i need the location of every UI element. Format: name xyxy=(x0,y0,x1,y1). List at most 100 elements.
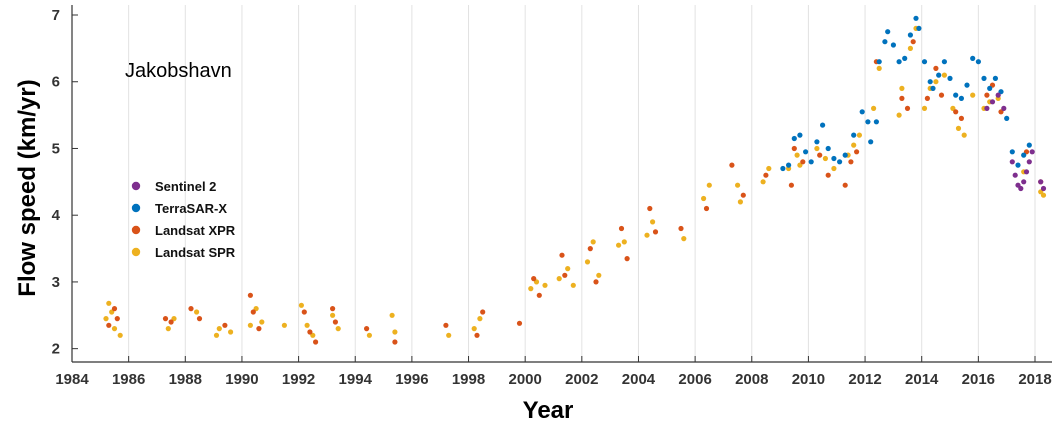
data-point xyxy=(570,282,576,288)
data-point xyxy=(565,266,571,272)
data-point xyxy=(332,319,338,325)
data-point xyxy=(989,99,996,105)
data-point xyxy=(1040,185,1047,192)
data-point xyxy=(995,92,1001,98)
data-point xyxy=(304,322,310,328)
data-point xyxy=(106,322,112,328)
data-point xyxy=(848,159,854,165)
data-point xyxy=(1012,172,1018,178)
data-point xyxy=(392,329,398,335)
data-point xyxy=(366,332,372,338)
data-point xyxy=(814,139,820,145)
x-tick-label: 1990 xyxy=(225,371,258,388)
data-point xyxy=(938,92,945,98)
x-tick-label: 2004 xyxy=(622,371,656,388)
data-point xyxy=(797,132,803,138)
data-point xyxy=(984,105,990,111)
data-point xyxy=(247,292,253,298)
data-point xyxy=(117,332,123,338)
data-point xyxy=(933,65,939,71)
data-point xyxy=(921,59,928,65)
data-point xyxy=(766,165,772,172)
tick-labels: 1984 1986 1988 1990 1992 1994 1996 1998 2000 2002… xyxy=(52,7,1052,388)
data-point xyxy=(930,85,936,91)
data-point xyxy=(941,59,948,65)
data-point xyxy=(256,326,262,332)
y-tick-label: 2 xyxy=(52,341,60,358)
x-tick-label: 1998 xyxy=(452,371,485,388)
data-point xyxy=(921,105,928,111)
x-tick-label: 1996 xyxy=(395,371,428,388)
data-point xyxy=(851,132,857,138)
data-point xyxy=(1026,142,1032,148)
data-point xyxy=(984,92,990,98)
data-point xyxy=(865,119,871,125)
data-point xyxy=(213,332,220,338)
data-point xyxy=(313,339,319,345)
data-point xyxy=(941,72,948,78)
data-point xyxy=(737,199,744,205)
legend-label: Sentinel 2 xyxy=(155,179,216,194)
x-tick-label: 1992 xyxy=(282,371,315,388)
data-point xyxy=(111,326,118,332)
data-point xyxy=(791,135,797,142)
data-point xyxy=(188,306,194,312)
data-point xyxy=(953,92,959,98)
data-point xyxy=(103,316,109,322)
data-point xyxy=(678,225,684,232)
data-point xyxy=(171,316,177,322)
data-point xyxy=(975,59,982,65)
data-point xyxy=(842,182,848,188)
data-point xyxy=(474,332,480,338)
data-point xyxy=(927,79,933,85)
data-point xyxy=(876,65,882,71)
data-point xyxy=(114,316,120,322)
data-point xyxy=(471,326,477,332)
data-point xyxy=(896,112,902,118)
y-tick-label: 3 xyxy=(52,274,60,291)
data-point xyxy=(822,155,829,162)
data-point xyxy=(584,259,591,265)
data-point xyxy=(443,322,449,328)
data-point xyxy=(701,195,707,202)
data-point xyxy=(364,326,370,332)
data-point xyxy=(803,149,809,155)
data-point xyxy=(885,29,891,35)
y-tick-label: 7 xyxy=(52,7,60,24)
x-tick-label: 2000 xyxy=(508,371,541,388)
data-point xyxy=(706,182,712,188)
data-point xyxy=(760,179,766,185)
series-sentinel-2 xyxy=(984,92,1047,192)
data-point xyxy=(593,279,599,285)
data-point xyxy=(851,142,857,148)
data-point xyxy=(222,322,228,328)
data-point xyxy=(516,320,523,326)
data-point xyxy=(859,109,865,115)
data-point xyxy=(1021,179,1027,185)
data-point xyxy=(259,319,265,325)
data-point xyxy=(652,229,659,235)
data-point xyxy=(817,152,823,158)
data-point xyxy=(814,145,820,152)
data-point xyxy=(970,92,976,98)
data-point xyxy=(536,292,542,298)
data-point xyxy=(196,316,203,322)
data-point xyxy=(168,319,174,325)
x-tick-label: 2006 xyxy=(678,371,711,388)
data-point xyxy=(1009,159,1015,165)
data-point xyxy=(876,59,882,65)
data-point xyxy=(247,322,253,328)
data-point xyxy=(681,236,687,242)
data-point xyxy=(1004,115,1010,121)
data-point xyxy=(899,95,905,101)
x-tick-label: 2010 xyxy=(792,371,825,388)
legend: Sentinel 2 TerraSAR-X Landsat XPR Landsat S… xyxy=(131,179,236,260)
data-point xyxy=(298,302,304,308)
x-tick-label: 2018 xyxy=(1018,371,1051,388)
data-point xyxy=(1023,169,1030,175)
data-point xyxy=(825,145,831,152)
data-point xyxy=(763,172,769,178)
data-point xyxy=(330,306,336,312)
data-point xyxy=(307,329,313,335)
data-point xyxy=(961,132,967,138)
